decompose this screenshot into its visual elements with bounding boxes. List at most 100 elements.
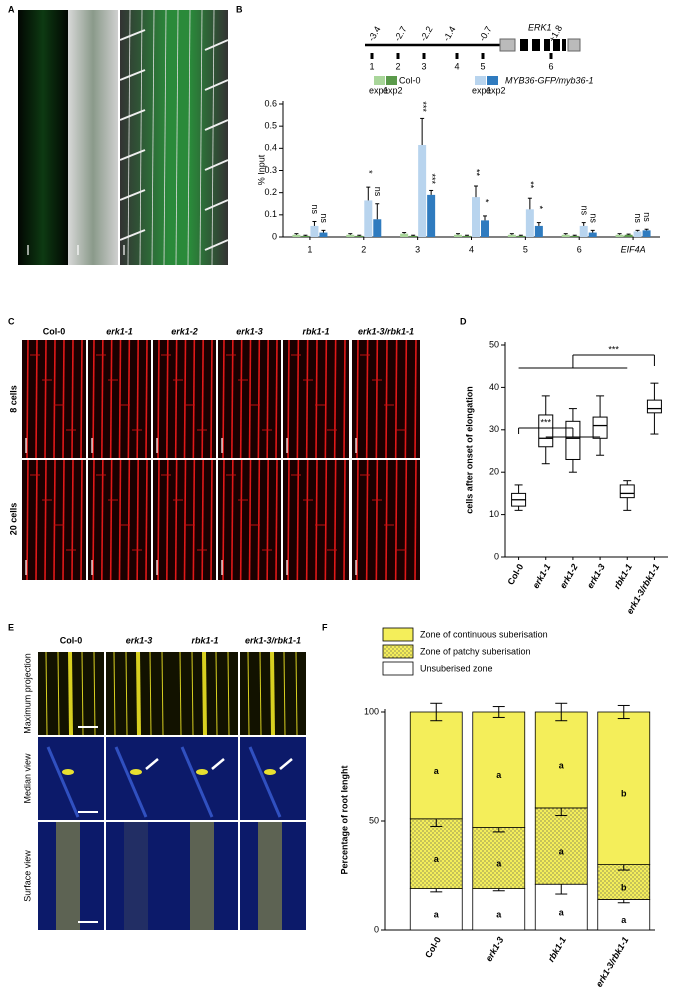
y-tick-label: 20 [489, 467, 499, 477]
cell-wall [324, 339, 328, 459]
bar [346, 234, 355, 237]
x-tick-label: erk1-3/rbk1-1 [594, 935, 631, 989]
suberin [215, 651, 218, 736]
bar [633, 231, 642, 237]
root-hair [187, 9, 191, 266]
cell-wall [157, 459, 160, 581]
significance: * [364, 170, 374, 174]
suberin [295, 651, 298, 736]
cell-wall [71, 339, 74, 459]
cell-wall [365, 339, 369, 459]
panel-label: B [236, 4, 243, 14]
suberin [259, 651, 262, 736]
position-label: -2.2 [418, 24, 434, 42]
cell-wall [145, 339, 148, 459]
y-tick-label: 0.6 [264, 98, 277, 108]
y-tick-label: 100 [364, 706, 379, 716]
row-label: Surface view [22, 850, 32, 902]
region-label: 3 [421, 61, 426, 71]
box [565, 420, 581, 460]
column-label: rbk1-1 [302, 326, 329, 336]
y-tick-label: 0.5 [264, 121, 277, 131]
legend-label: MYB36-GFP/myb36-1 [505, 75, 594, 85]
position-label: -1.4 [441, 24, 457, 42]
suberin [93, 651, 96, 736]
bar-segment [472, 827, 526, 889]
cell-wall [385, 339, 388, 459]
cell-wall [305, 459, 309, 581]
suberin [113, 651, 116, 736]
region-label: 4 [454, 61, 459, 71]
cell-wall [333, 459, 337, 581]
panel-label: F [322, 622, 328, 632]
significance: *** [427, 173, 437, 184]
legend-swatch [382, 661, 414, 676]
bar [400, 233, 409, 237]
cell-wall [136, 459, 139, 581]
cell-wall [222, 459, 225, 581]
cell-wall [62, 459, 65, 581]
cell-wall [92, 459, 95, 581]
endodermis [114, 746, 148, 818]
column-label: erk1-3/rbk1-1 [358, 326, 414, 336]
endodermis [248, 746, 282, 818]
cell-wall [248, 339, 252, 459]
cell-wall [287, 459, 290, 581]
suberin [136, 651, 141, 736]
bar [418, 145, 427, 237]
box [646, 399, 662, 414]
suberin-spot [130, 769, 142, 775]
suberin [125, 651, 128, 736]
cell-wall [239, 339, 243, 459]
cell-wall [222, 339, 225, 459]
y-tick-label: 0.2 [264, 187, 277, 197]
cell-wall [44, 459, 47, 581]
micrograph [68, 10, 118, 265]
root-hair [204, 79, 229, 91]
position-label: -2.7 [392, 24, 408, 42]
bar [364, 200, 373, 237]
x-tick-label: erk1-2 [558, 562, 580, 590]
x-tick-label: rbk1-1 [612, 562, 634, 590]
y-tick-label: 0 [272, 231, 277, 241]
amplicon [396, 53, 400, 59]
root-hair [175, 9, 179, 266]
arrow [145, 758, 159, 770]
column-label: erk1-3 [126, 635, 153, 645]
legend-label: Unsuberised zone [420, 663, 493, 673]
significance: ns [642, 212, 652, 222]
root-hair [119, 229, 146, 241]
root-hair [204, 159, 229, 171]
row-label: Median view [22, 753, 32, 804]
amplicon [370, 53, 374, 59]
bar [310, 225, 319, 237]
cell-wall [53, 459, 56, 581]
suberin-band [56, 822, 80, 930]
column-label: erk1-2 [171, 326, 198, 336]
cell-wall [201, 459, 204, 581]
x-tick-label: 6 [577, 244, 582, 254]
exon [562, 39, 566, 51]
y-tick-label: 0.1 [264, 209, 277, 219]
root-hair [119, 109, 146, 121]
legend-swatch [475, 76, 486, 85]
bar-segment [597, 899, 651, 931]
cell-wall [166, 339, 169, 459]
cell-wall [343, 339, 346, 459]
y-tick-label: 50 [489, 339, 499, 349]
bar-segment [534, 711, 588, 809]
cell-wall [44, 339, 47, 459]
bar [472, 197, 480, 237]
y-axis-label: cells after onset of elongation [464, 386, 474, 514]
column-label: rbk1-1 [191, 635, 218, 645]
bar [570, 235, 579, 237]
significance: * [481, 199, 491, 203]
significance: ns [633, 213, 643, 223]
cell-wall [101, 339, 104, 459]
significance: ns [579, 206, 589, 216]
group-letter: a [496, 910, 502, 920]
legend-swatch [386, 76, 397, 85]
significance: ns [310, 204, 320, 214]
root-hair [119, 69, 146, 81]
cell-wall [210, 339, 213, 459]
